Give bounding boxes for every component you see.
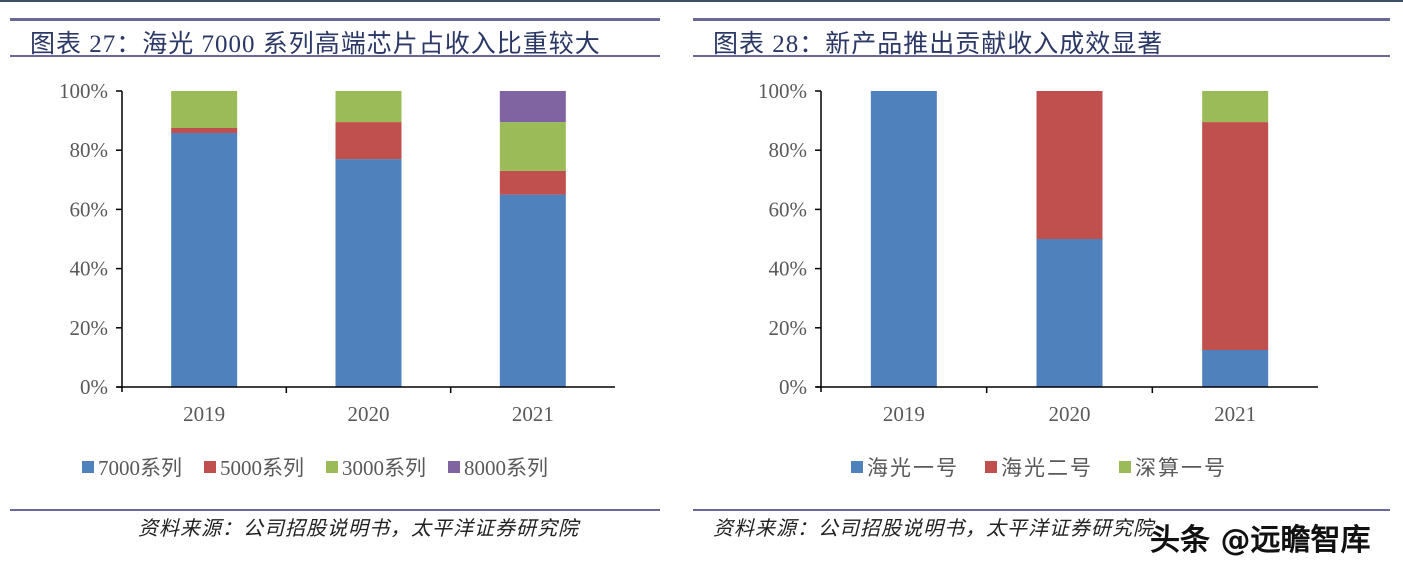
source-rule: [693, 509, 1390, 511]
chart-legend: 海光一号 海光二号 深算一号: [851, 452, 1227, 482]
legend-item: 3000系列: [326, 452, 426, 482]
y-tick-label: 40%: [70, 257, 109, 281]
title-top-rule: [693, 18, 1390, 21]
y-tick-label: 20%: [769, 316, 808, 340]
title-top-rule: [10, 18, 660, 21]
x-tick-label: 2019: [183, 402, 225, 426]
bar-segment-2021-2: [499, 170, 566, 195]
figure-28-panel: 图表 28：新产品推出贡献收入成效显著 2019 2020 2021 0% 20% 40%…: [693, 0, 1390, 563]
y-tick-label: 0%: [80, 375, 108, 399]
bar-segment-2020-1: [1036, 239, 1103, 387]
y-tick-label: 100%: [758, 79, 807, 103]
y-tick-label: 80%: [70, 138, 109, 162]
legend-label: 海光一号: [867, 456, 959, 480]
chart-legend: 7000系列 5000系列 3000系列 8000系列: [82, 452, 548, 482]
bar-segment-2021-3: [499, 122, 566, 171]
bar-segment-2021-4: [499, 91, 566, 123]
figure-title: 图表 28：新产品推出贡献收入成效显著: [713, 31, 1164, 58]
stacked-bar-chart-28: 2019 2020 2021 0% 20% 40% 60% 80% 100%: [758, 79, 1318, 426]
legend-swatch-icon: [326, 461, 338, 473]
watermark: 头条 @远瞻智库: [1150, 523, 1371, 558]
legend-label: 3000系列: [342, 456, 426, 480]
y-tick-label: 80%: [769, 138, 808, 162]
figure-title: 图表 27：海光 7000 系列高端芯片占收入比重较大: [30, 31, 601, 58]
source-note: 资料来源：公司招股说明书，太平洋证券研究院: [713, 518, 1154, 540]
y-tick-label: 0%: [779, 375, 807, 399]
y-tick-label: 40%: [769, 257, 808, 281]
bar-segment-2019-2: [171, 128, 238, 134]
figure-27-panel: 图表 27：海光 7000 系列高端芯片占收入比重较大 2019 2020 2021…: [10, 0, 660, 563]
bar-segment-2021-2: [1202, 122, 1269, 350]
bar-segment-2019-1: [870, 91, 937, 387]
title-bottom-rule: [693, 55, 1390, 57]
bar-segment-2020-2: [335, 122, 402, 160]
legend-item: 5000系列: [204, 452, 304, 482]
bar-segment-2019-3: [171, 91, 238, 128]
page-top-border: [0, 0, 1403, 2]
source-note: 资料来源：公司招股说明书，太平洋证券研究院: [138, 518, 579, 540]
bar-segment-2021-3: [1202, 91, 1269, 123]
legend-swatch-icon: [448, 461, 460, 473]
legend-item: 深算一号: [1119, 452, 1227, 482]
y-tick-label: 60%: [769, 197, 808, 221]
bar-segment-2021-1: [499, 194, 566, 387]
bar-segment-2019-1: [171, 133, 238, 387]
legend-item: 海光一号: [851, 452, 959, 482]
legend-swatch-icon: [851, 461, 863, 473]
x-tick-label: 2021: [1214, 402, 1256, 426]
bar-segment-2021-1: [1202, 350, 1269, 387]
x-tick-label: 2020: [1049, 402, 1091, 426]
bar-segment-2020-2: [1036, 91, 1103, 239]
title-bottom-rule: [10, 55, 660, 57]
legend-label: 8000系列: [464, 456, 548, 480]
legend-item: 8000系列: [448, 452, 548, 482]
legend-item: 7000系列: [82, 452, 182, 482]
legend-swatch-icon: [1119, 461, 1131, 473]
bar-segment-2020-3: [335, 91, 402, 123]
legend-swatch-icon: [82, 461, 94, 473]
x-tick-label: 2019: [883, 402, 925, 426]
legend-label: 海光二号: [1001, 456, 1093, 480]
legend-swatch-icon: [985, 461, 997, 473]
legend-label: 7000系列: [98, 456, 182, 480]
stacked-bar-chart-27: 2019 2020 2021 0% 20% 40% 60% 80% 100%: [59, 79, 615, 426]
y-tick-label: 60%: [70, 197, 109, 221]
legend-label: 5000系列: [220, 456, 304, 480]
legend-item: 海光二号: [985, 452, 1093, 482]
bar-segment-2020-1: [335, 159, 402, 387]
y-tick-label: 20%: [70, 316, 109, 340]
y-tick-label: 100%: [59, 79, 108, 103]
x-tick-label: 2021: [512, 402, 554, 426]
legend-swatch-icon: [204, 461, 216, 473]
x-tick-label: 2020: [348, 402, 390, 426]
legend-label: 深算一号: [1135, 456, 1227, 480]
source-rule: [10, 509, 660, 511]
